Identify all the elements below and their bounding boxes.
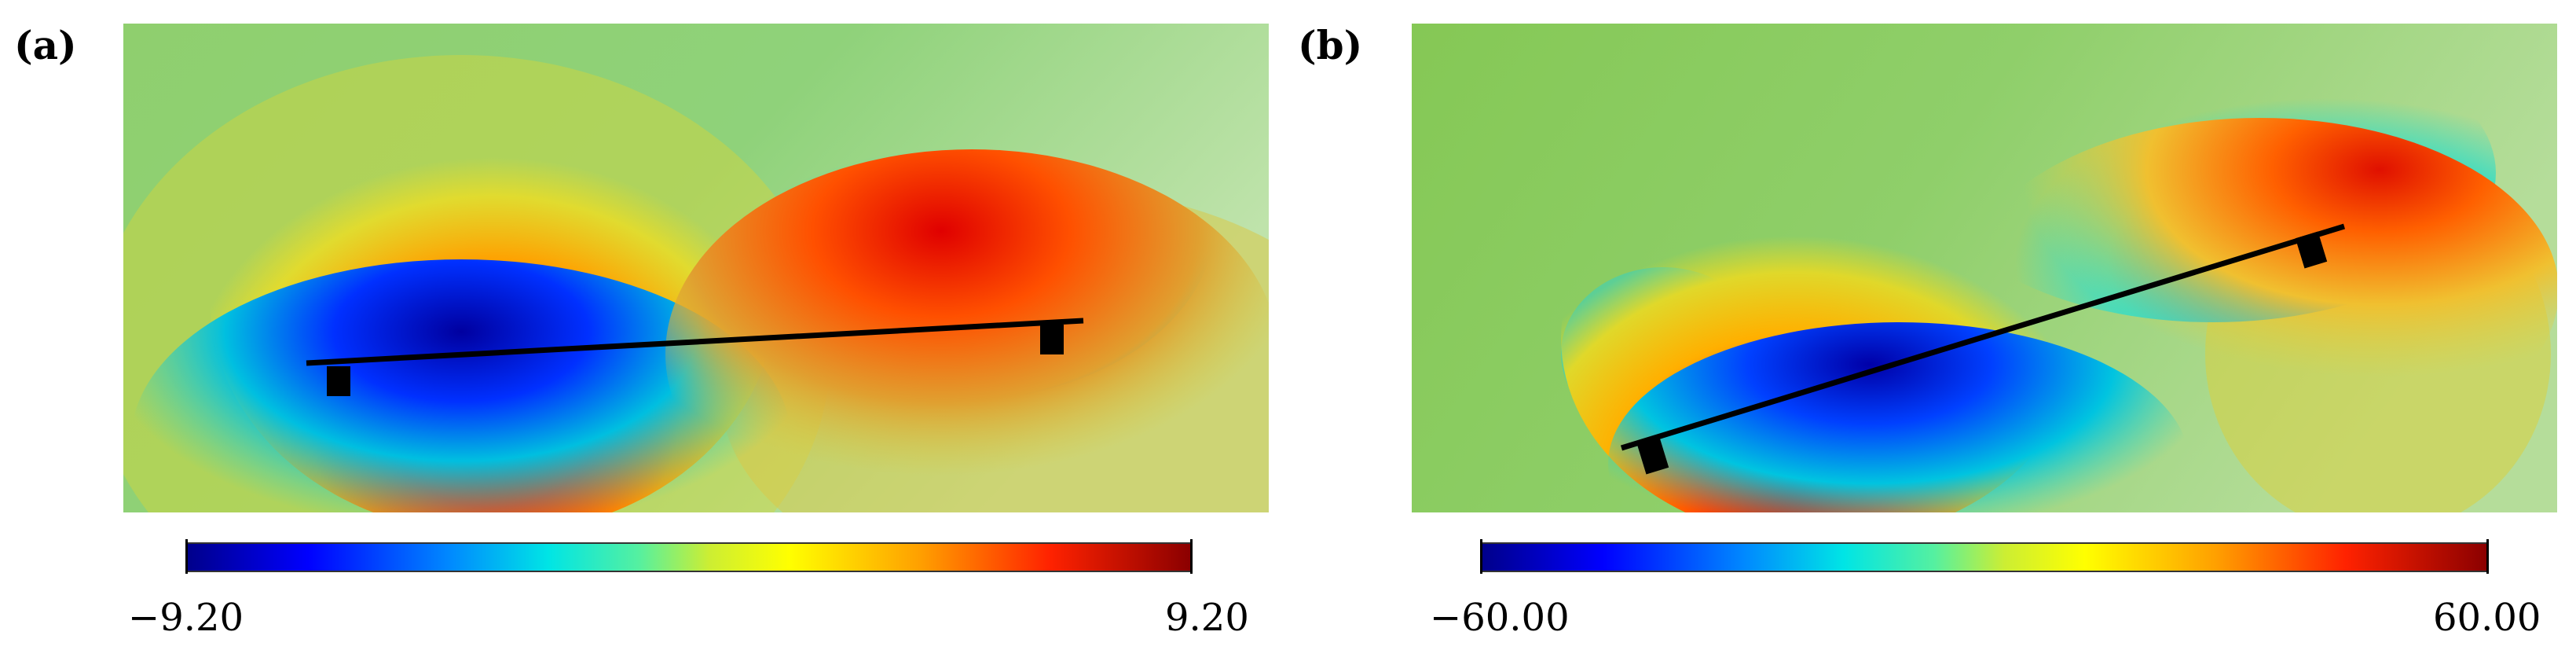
support-a-right	[1040, 325, 1064, 354]
colorbar-a	[185, 539, 1193, 574]
wing-a	[306, 318, 1084, 366]
colorbar-b-min-tick	[1480, 539, 1482, 574]
colorbar-a-min-tick	[185, 539, 188, 574]
colorbar-b-max-label: 60.00	[2433, 596, 2541, 640]
panel-a-pressure-field	[123, 24, 1269, 512]
panel-a-label: (a)	[14, 22, 77, 68]
colorbar-b-min-label: −60.00	[1430, 596, 1570, 640]
colorbar-a-max-tick	[1190, 539, 1193, 574]
support-b-right	[2295, 231, 2328, 269]
panel-b-label: (b)	[1298, 22, 1363, 68]
colorbar-a-min-label: −9.20	[128, 596, 244, 640]
support-b-left	[1636, 437, 1669, 475]
panel-b-pressure-field	[1412, 24, 2557, 512]
support-a-left	[327, 366, 350, 396]
wing-b	[1620, 223, 2346, 451]
colorbar-b-max-tick	[2486, 539, 2489, 574]
colorbar-a-max-label: 9.20	[1165, 596, 1249, 640]
colorbar-b	[1480, 539, 2489, 574]
